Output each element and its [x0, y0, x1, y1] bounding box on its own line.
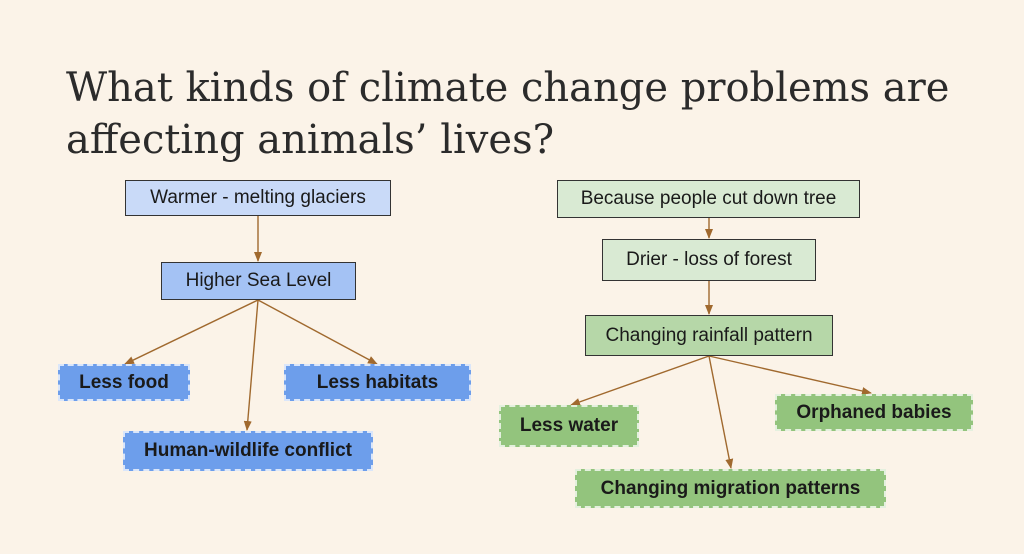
node-label: Higher Sea Level [185, 270, 332, 291]
node-label: Drier - loss of forest [626, 249, 792, 270]
node-drier-loss-of-forest: Drier - loss of forest [602, 239, 816, 281]
node-people-cut-down-trees: Because people cut down tree [557, 180, 860, 218]
arrow-sealevel-to-less-habitats [257, 299, 378, 365]
node-label: Human-wildlife conflict [144, 440, 352, 461]
arrow-rainfall-to-less-water [570, 355, 710, 406]
node-label: Orphaned babies [796, 401, 952, 423]
arrow-sealevel-to-less-food [124, 299, 259, 365]
node-higher-sea-level: Higher Sea Level [161, 262, 356, 300]
node-less-water: Less water [499, 405, 639, 447]
node-orphaned-babies: Orphaned babies [775, 394, 973, 431]
arrow-rainfall-to-migration [708, 355, 734, 469]
node-changing-rainfall-pattern: Changing rainfall pattern [585, 315, 833, 356]
node-label: Warmer - melting glaciers [150, 187, 366, 208]
node-changing-migration-patterns: Changing migration patterns [575, 469, 886, 508]
node-less-food: Less food [58, 364, 190, 401]
node-label: Less food [79, 371, 169, 393]
node-less-habitats: Less habitats [284, 364, 471, 401]
node-label: Changing rainfall pattern [605, 324, 813, 346]
node-label: Because people cut down tree [580, 188, 837, 209]
node-label: Changing migration patterns [600, 477, 861, 499]
node-label: Less water [519, 415, 619, 436]
node-human-wildlife-conflict: Human-wildlife conflict [123, 431, 373, 471]
page-title: What kinds of climate change problems ar… [66, 65, 950, 163]
node-label: Less habitats [316, 371, 439, 393]
arrow-rainfall-to-orphaned [708, 355, 872, 395]
node-warmer-melting-glaciers: Warmer - melting glaciers [125, 180, 391, 216]
arrow-sealevel-to-human-wildlife [243, 299, 259, 431]
